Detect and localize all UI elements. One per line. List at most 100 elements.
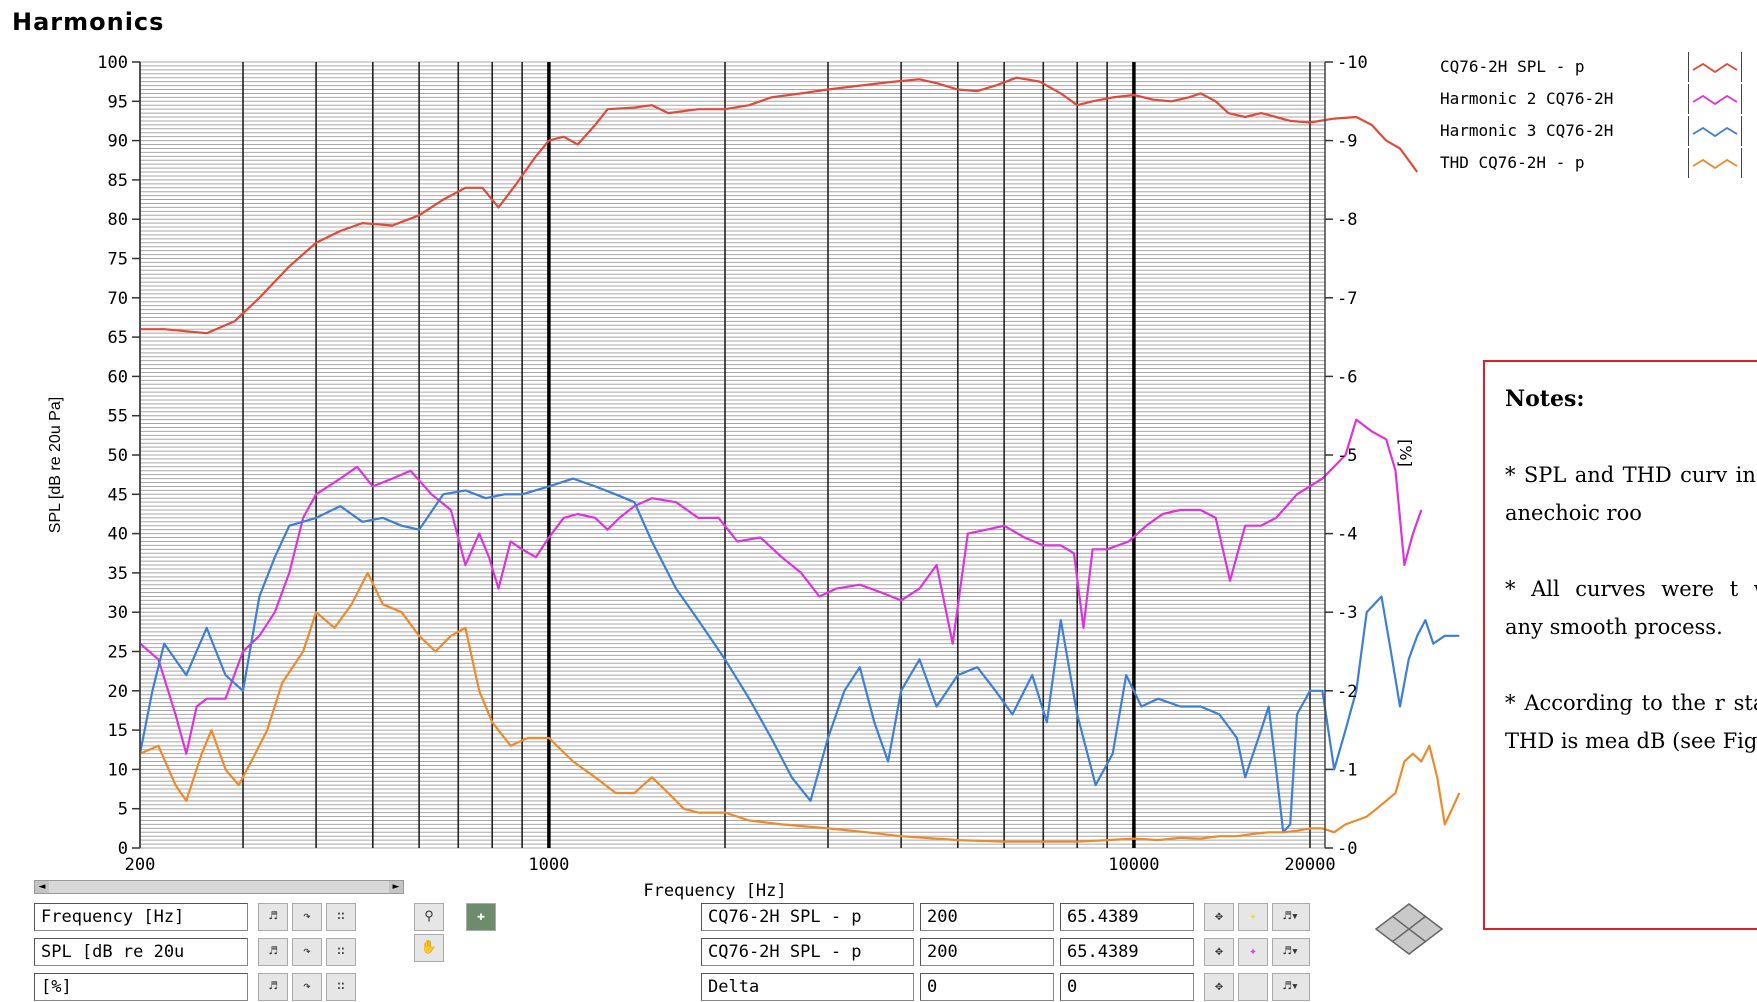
delta-x: 0 xyxy=(920,973,1054,1001)
series-line-3 xyxy=(138,477,1460,834)
y-tick-label: 25 xyxy=(108,643,128,663)
series-line-1 xyxy=(140,76,1419,335)
legend-item: CQ76-2H SPL - p xyxy=(1440,50,1742,82)
y-tick-label: 85 xyxy=(108,171,128,191)
cursor1-marker-icon[interactable]: ✦ xyxy=(1238,903,1268,931)
y2-tick-label: -2 xyxy=(1337,682,1357,702)
cursor-move-icon[interactable]: ✥ xyxy=(1204,973,1234,1001)
legend-item: THD CQ76-2H - p xyxy=(1440,146,1742,178)
x-scrollbar[interactable]: ◄ ► xyxy=(34,880,404,894)
cursor2-marker-icon[interactable]: ✦ xyxy=(1238,938,1268,966)
autoscale-y-icon[interactable]: ↷ xyxy=(292,938,322,966)
legend-swatch xyxy=(1688,115,1742,146)
series-line-2 xyxy=(139,418,1423,755)
y-tick-label: 90 xyxy=(108,132,128,152)
x-tick-label: 10000 xyxy=(1108,855,1159,875)
legend-swatch xyxy=(1688,147,1742,178)
format-x-icon[interactable]: ∷ xyxy=(326,903,356,931)
y2-tick-label: -10 xyxy=(1337,53,1368,73)
legend-swatch xyxy=(1688,83,1742,114)
y2-tick-label: -1 xyxy=(1337,760,1357,780)
y-tick-label: 65 xyxy=(108,328,128,348)
zoom-icon[interactable]: ⚲ xyxy=(414,903,444,931)
legend-label: CQ76-2H SPL - p xyxy=(1440,56,1585,76)
notes-title: Notes: xyxy=(1505,386,1585,412)
x-tick-label: 200 xyxy=(125,855,156,875)
autoscale-x-icon[interactable]: ↷ xyxy=(292,903,322,931)
notes-box: Notes: * SPL and THD curv in a semi anec… xyxy=(1483,360,1757,930)
y-tick-label: 5 xyxy=(118,800,128,820)
cursor1-trace[interactable]: CQ76-2H SPL - p xyxy=(701,903,914,931)
x-tick-label: 20000 xyxy=(1284,855,1335,875)
legend-label: THD CQ76-2H - p xyxy=(1440,152,1585,172)
lock-icon[interactable]: ♬ xyxy=(258,973,288,1001)
cursor-move-icon[interactable]: ✥ xyxy=(1204,903,1234,931)
y2-tick-label: -5 xyxy=(1337,446,1357,466)
series-line-4 xyxy=(139,571,1461,843)
lock-dropdown-icon[interactable]: ♬▾ xyxy=(1272,938,1310,966)
y-tick-label: 95 xyxy=(108,92,128,112)
y2-tick-label: -4 xyxy=(1337,525,1357,545)
delta-y: 0 xyxy=(1060,973,1194,1001)
lock-dropdown-icon[interactable]: ♬▾ xyxy=(1272,973,1310,1001)
y2-tick-label: -0 xyxy=(1337,839,1357,859)
series-layer xyxy=(138,76,1461,843)
note-2: * All curves were t without any smooth p… xyxy=(1505,577,1757,639)
y-tick-label: 75 xyxy=(108,250,128,270)
cursor1-y[interactable]: 65.4389 xyxy=(1060,903,1194,931)
legend-label: Harmonic 3 CQ76-2H xyxy=(1440,120,1614,140)
y-tick-label: 10 xyxy=(108,760,128,780)
x-axis-label: Frequency [Hz] xyxy=(643,881,786,901)
y-tick-label: 55 xyxy=(108,407,128,427)
cursor-navigator-icon[interactable] xyxy=(1374,902,1444,956)
scroll-left-arrow[interactable]: ◄ xyxy=(35,881,49,893)
x-axis-field[interactable]: Frequency [Hz] xyxy=(34,903,248,931)
y-tick-label: 60 xyxy=(108,367,128,387)
format-y2-icon[interactable]: ∷ xyxy=(326,973,356,1001)
y-tick-label: 20 xyxy=(108,682,128,702)
y-tick-label: 100 xyxy=(97,53,128,73)
y-tick-label: 50 xyxy=(108,446,128,466)
lock-dropdown-icon[interactable]: ♬▾ xyxy=(1272,903,1310,931)
lock-icon[interactable]: ♬ xyxy=(258,903,288,931)
scroll-right-arrow[interactable]: ► xyxy=(389,881,403,893)
lock-icon[interactable]: ♬ xyxy=(258,938,288,966)
legend-item: Harmonic 2 CQ76-2H xyxy=(1440,82,1742,114)
y2-tick-label: -3 xyxy=(1337,603,1357,623)
autoscale-y2-icon[interactable]: ↷ xyxy=(292,973,322,1001)
legend-label: Harmonic 2 CQ76-2H xyxy=(1440,88,1614,108)
y2-axis-field[interactable]: [%] xyxy=(34,973,248,1001)
y-tick-label: 40 xyxy=(108,525,128,545)
cursor2-y[interactable]: 65.4389 xyxy=(1060,938,1194,966)
note-3: * According to the r standard, THD is me… xyxy=(1505,691,1757,753)
y-tick-label: 45 xyxy=(108,485,128,505)
note-1: * SPL and THD curv in a semi anechoic ro… xyxy=(1505,463,1757,525)
y-tick-label: 0 xyxy=(118,839,128,859)
delta-label: Delta xyxy=(701,973,914,1001)
y-tick-label: 35 xyxy=(108,564,128,584)
legend: CQ76-2H SPL - p Harmonic 2 CQ76-2H Harmoni… xyxy=(1440,50,1742,178)
y2-tick-label: -7 xyxy=(1337,289,1357,309)
cursor2-x[interactable]: 200 xyxy=(920,938,1054,966)
legend-item: Harmonic 3 CQ76-2H xyxy=(1440,114,1742,146)
cursor-icon[interactable]: ✚ xyxy=(466,903,496,931)
y2-axis-label: [%] xyxy=(1396,439,1415,467)
cursor1-x[interactable]: 200 xyxy=(920,903,1054,931)
cursor-move-icon[interactable]: ✥ xyxy=(1204,938,1234,966)
y-tick-label: 30 xyxy=(108,603,128,623)
y2-tick-label: -8 xyxy=(1337,210,1357,230)
format-y-icon[interactable]: ∷ xyxy=(326,938,356,966)
y-axis-label: SPL [dB re 20u Pa] xyxy=(47,397,64,533)
y2-tick-label: -9 xyxy=(1337,132,1357,152)
grid xyxy=(139,61,1325,849)
pan-hand-icon[interactable]: ✋ xyxy=(414,934,444,962)
y-axis-field[interactable]: SPL [dB re 20u xyxy=(34,938,248,966)
y-tick-label: 15 xyxy=(108,721,128,741)
chart-title: Harmonics xyxy=(12,8,165,36)
legend-swatch xyxy=(1688,51,1742,82)
delta-marker-icon[interactable] xyxy=(1238,973,1268,1001)
axes: 0 5 10 15 20 25 30 35 40 45 50 55 60 65 70 75 80 85 90 95 10… xyxy=(97,53,1367,875)
y-tick-label: 70 xyxy=(108,289,128,309)
cursor2-trace[interactable]: CQ76-2H SPL - p xyxy=(701,938,914,966)
